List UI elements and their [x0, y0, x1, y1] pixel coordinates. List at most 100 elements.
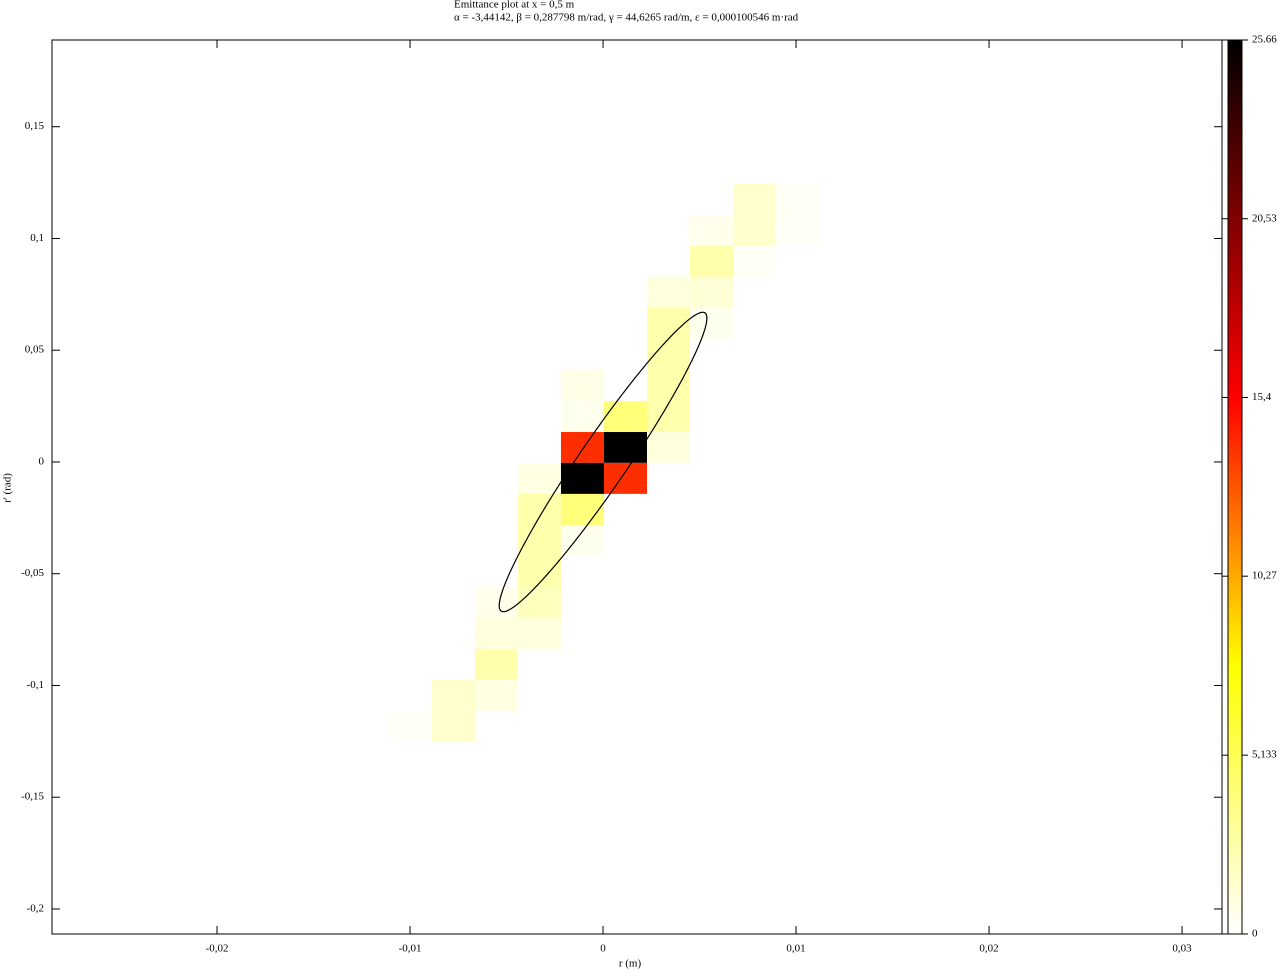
heatmap-cell — [690, 339, 734, 370]
heatmap-cell — [690, 617, 734, 650]
x-tick-label: -0,01 — [399, 943, 422, 955]
heatmap-cell — [647, 649, 691, 680]
heatmap-cell — [647, 617, 691, 650]
heatmap-cell — [733, 183, 776, 216]
y-tick-label: 0,1 — [30, 232, 44, 244]
heatmap-cell — [775, 462, 820, 494]
heatmap-cell — [518, 400, 561, 433]
heatmap-cell — [432, 339, 476, 370]
chart-title: Emittance plot at x = 0,5 m — [454, 0, 575, 11]
heatmap-cell — [560, 710, 604, 743]
heatmap-cell — [475, 183, 519, 216]
heatmap-cell — [475, 246, 519, 277]
y-tick-label: 0,15 — [25, 120, 45, 132]
y-tick-label: -0,2 — [27, 902, 44, 914]
heatmap-cell — [560, 215, 604, 247]
heatmap-cell — [388, 462, 433, 494]
heatmap-cell — [733, 246, 776, 277]
heatmap-cell — [775, 710, 820, 743]
heatmap-cell — [432, 307, 476, 340]
heatmap-cell — [560, 400, 604, 433]
heatmap-cell — [432, 246, 476, 277]
heatmap-cell — [775, 339, 820, 370]
x-tick-label: -0,02 — [206, 943, 229, 955]
colorbar — [1227, 39, 1243, 935]
heatmap-cell — [647, 339, 691, 370]
heatmap-cell — [388, 710, 433, 743]
heatmap-cell — [388, 339, 433, 370]
heatmap-cell — [647, 369, 691, 401]
heatmap-cell — [603, 215, 648, 247]
heatmap-cell — [690, 400, 734, 433]
heatmap-cell — [432, 493, 476, 525]
heatmap-cell — [690, 556, 734, 587]
heatmap-cell — [775, 524, 820, 557]
heatmap-cell — [560, 556, 604, 587]
heatmap-cell — [388, 307, 433, 340]
heatmap-cell — [733, 215, 776, 247]
heatmap-cell — [388, 276, 433, 308]
heatmap-cell — [560, 493, 604, 525]
heatmap-cell — [647, 400, 691, 433]
heatmap-cell — [775, 276, 820, 308]
heatmap-cell — [733, 617, 776, 650]
y-axis-label: r' (rad) — [2, 473, 14, 503]
heatmap-cell — [603, 307, 648, 340]
heatmap-cell — [775, 307, 820, 340]
x-tick-label: 0,02 — [979, 943, 998, 955]
heatmap-cell — [518, 710, 561, 743]
heatmap-cell — [647, 432, 691, 463]
heatmap-cell — [388, 432, 433, 463]
heatmap-cell — [432, 586, 476, 618]
heatmap-cell — [475, 679, 519, 711]
colorbar-tick-label: 25.66 — [1252, 34, 1277, 46]
heatmap-cell — [560, 432, 604, 463]
heatmap-cell — [560, 617, 604, 650]
x-tick-label: 0,03 — [1172, 943, 1192, 955]
heatmap-cell — [603, 432, 648, 463]
heatmap-cell — [647, 710, 691, 743]
heatmap-cell — [647, 493, 691, 525]
heatmap-cell — [733, 369, 776, 401]
heatmap-cell — [603, 556, 648, 587]
heatmap-cell — [603, 617, 648, 650]
heatmap-cell — [475, 369, 519, 401]
heatmap-cell — [690, 183, 734, 216]
heatmap-cell — [603, 183, 648, 216]
heatmap-cell — [475, 493, 519, 525]
heatmap-cell — [388, 369, 433, 401]
heatmap-cell — [475, 524, 519, 557]
heatmap-cell — [775, 556, 820, 587]
heatmap-cell — [690, 493, 734, 525]
heatmap-cell — [733, 276, 776, 308]
heatmap-cell — [775, 679, 820, 711]
heatmap-cell — [388, 400, 433, 433]
heatmap-cell — [432, 524, 476, 557]
heatmap-cell — [432, 183, 476, 216]
heatmap-cell — [647, 462, 691, 494]
heatmap-cell — [647, 215, 691, 247]
heatmap-cell — [733, 556, 776, 587]
axes: -0,02 -0,01 0 0,01 0,02 0,03 -0,2 -0,15 -0,1 -0,0… — [21, 34, 1277, 955]
heatmap-cell — [603, 400, 648, 433]
heatmap-cell — [560, 339, 604, 370]
heatmap-cell — [690, 246, 734, 277]
x-axis-label: r (m) — [619, 958, 642, 970]
heatmap-cell — [432, 679, 476, 711]
heatmap-cell — [388, 649, 433, 680]
heatmap-cell — [475, 400, 519, 433]
heatmap-cell — [690, 369, 734, 401]
heatmap-cell — [603, 710, 648, 743]
heatmap-cell — [518, 493, 561, 525]
heatmap-cell — [560, 307, 604, 340]
heatmap — [388, 183, 820, 743]
heatmap-cell — [775, 649, 820, 680]
heatmap-cell — [647, 556, 691, 587]
y-tick-label: -0,1 — [27, 679, 44, 691]
heatmap-cell — [388, 586, 433, 618]
heatmap-cell — [733, 462, 776, 494]
heatmap-cell — [647, 586, 691, 618]
heatmap-cell — [388, 493, 433, 525]
colorbar-tick-label: 10,27 — [1252, 570, 1277, 582]
